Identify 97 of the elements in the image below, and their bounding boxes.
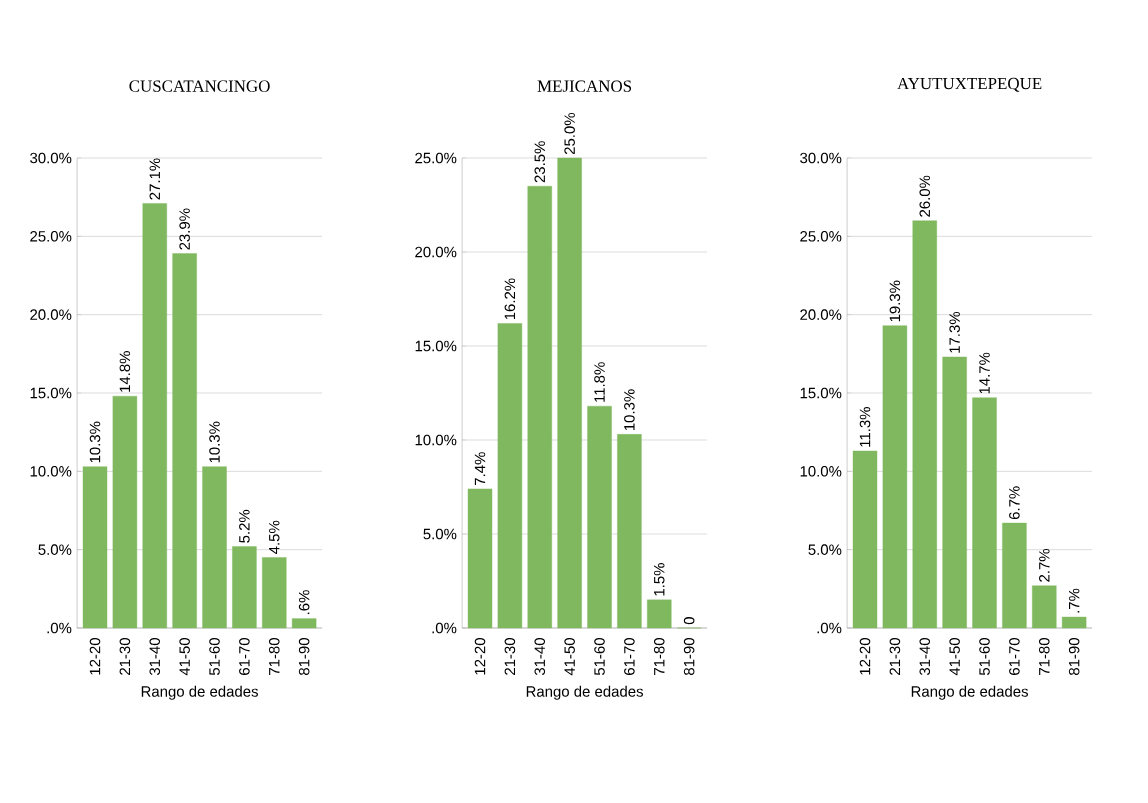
data-label: 19.3% (889, 280, 901, 322)
bar (142, 203, 167, 629)
x-tick-label: 81-90 (683, 638, 695, 675)
y-tick-label: 5.0% (423, 528, 457, 540)
x-tick-label: 51-60 (979, 638, 990, 676)
data-label: 10.3% (209, 421, 220, 463)
y-tick-label: 5.0% (38, 544, 72, 555)
data-label: 6.7% (1009, 486, 1020, 520)
x-tick-label: 31-40 (919, 638, 931, 676)
y-tick-label: 10.0% (800, 466, 842, 477)
y-tick-label: 25.0% (415, 152, 457, 164)
y-tick-label: 20.0% (800, 309, 842, 320)
y-tick-label: 25.0% (800, 231, 842, 242)
bar (647, 599, 672, 629)
y-tick-label: 15.0% (415, 340, 457, 352)
data-label: .7% (1068, 588, 1080, 613)
y-tick-label: 10.0% (415, 434, 457, 446)
x-tick-label: 21-30 (889, 638, 901, 675)
x-tick-label: 71-80 (653, 638, 665, 675)
data-label: 0 (683, 617, 695, 625)
bar (912, 220, 937, 629)
bar (202, 466, 227, 629)
data-label: 14.8% (119, 351, 131, 392)
y-tick-label: 20.0% (30, 309, 72, 320)
data-label: .6% (298, 590, 310, 615)
bar (82, 466, 108, 629)
x-tick-label: 31-40 (149, 638, 161, 676)
x-tick-label: 81-90 (298, 638, 310, 675)
data-label: 4.5% (269, 520, 280, 554)
x-tick-label: 21-30 (119, 638, 131, 675)
x-tick-label: 61-70 (624, 638, 635, 675)
x-tick-label: 61-70 (1009, 638, 1020, 675)
bar (262, 557, 287, 629)
x-axis-title: Rango de edades (141, 685, 258, 700)
x-axis-title: Rango de edades (526, 685, 643, 700)
y-tick-label: .0% (47, 622, 72, 634)
data-label: 25.0% (564, 112, 575, 155)
x-tick-label: 71-80 (268, 638, 280, 675)
bar (617, 434, 642, 629)
x-tick-label: 31-40 (534, 638, 546, 676)
data-label: 27.1% (149, 158, 161, 200)
x-tick-label: 21-30 (504, 638, 516, 675)
data-label: 2.7% (1039, 548, 1050, 582)
bar (1002, 522, 1027, 629)
bar (1061, 616, 1087, 629)
chart-title: MEJICANOS (537, 80, 632, 92)
x-axis-title: Rango de edades (911, 685, 1028, 700)
y-tick-label: 15.0% (30, 387, 72, 399)
bar (587, 405, 612, 629)
bar (1032, 585, 1057, 629)
data-label: 1.5% (654, 563, 665, 596)
bar (882, 325, 908, 629)
data-label: 7.4% (474, 452, 486, 485)
y-tick-label: 5.0% (808, 544, 842, 555)
bar (467, 488, 493, 629)
bar (557, 157, 582, 629)
data-label: 10.3% (89, 421, 101, 463)
bar (852, 450, 878, 629)
data-label: 23.9% (179, 208, 190, 250)
x-tick-label: 12-20 (89, 638, 101, 675)
data-label: 16.2% (504, 278, 516, 320)
x-tick-label: 41-50 (949, 638, 960, 676)
bar (291, 618, 317, 629)
y-tick-label: 15.0% (800, 387, 842, 399)
y-tick-label: 25.0% (30, 231, 72, 242)
y-tick-label: .0% (432, 622, 457, 634)
x-tick-label: 51-60 (209, 638, 220, 676)
y-tick-label: 10.0% (30, 466, 72, 477)
data-label: 17.3% (949, 311, 960, 353)
bar (497, 323, 523, 629)
bar (942, 356, 967, 629)
data-label: 11.8% (594, 362, 605, 402)
y-tick-label: 20.0% (415, 246, 457, 258)
chart-title: CUSCATANCINGO (129, 80, 270, 92)
chart-title: AYUTUXTEPEQUE (897, 77, 1042, 92)
data-label: 10.3% (624, 389, 635, 431)
x-tick-label: 51-60 (594, 638, 605, 676)
bar (527, 186, 552, 629)
y-tick-label: .0% (817, 622, 842, 634)
x-tick-label: 81-90 (1068, 638, 1080, 675)
data-label: 23.5% (534, 141, 546, 183)
y-tick-label: 30.0% (800, 152, 842, 164)
bar (232, 546, 257, 629)
y-tick-label: 30.0% (30, 152, 72, 164)
bar (172, 253, 197, 629)
bar (112, 395, 138, 629)
x-tick-label: 61-70 (239, 638, 250, 675)
data-label: 14.7% (979, 352, 990, 394)
x-tick-label: 71-80 (1038, 638, 1050, 675)
bar (972, 397, 997, 629)
x-tick-label: 41-50 (179, 638, 190, 676)
data-label: 5.2% (239, 509, 250, 543)
x-tick-label: 12-20 (474, 638, 486, 675)
data-label: 11.3% (859, 407, 871, 447)
x-tick-label: 41-50 (564, 638, 575, 676)
data-label: 26.0% (919, 175, 931, 217)
x-tick-label: 12-20 (859, 638, 871, 675)
